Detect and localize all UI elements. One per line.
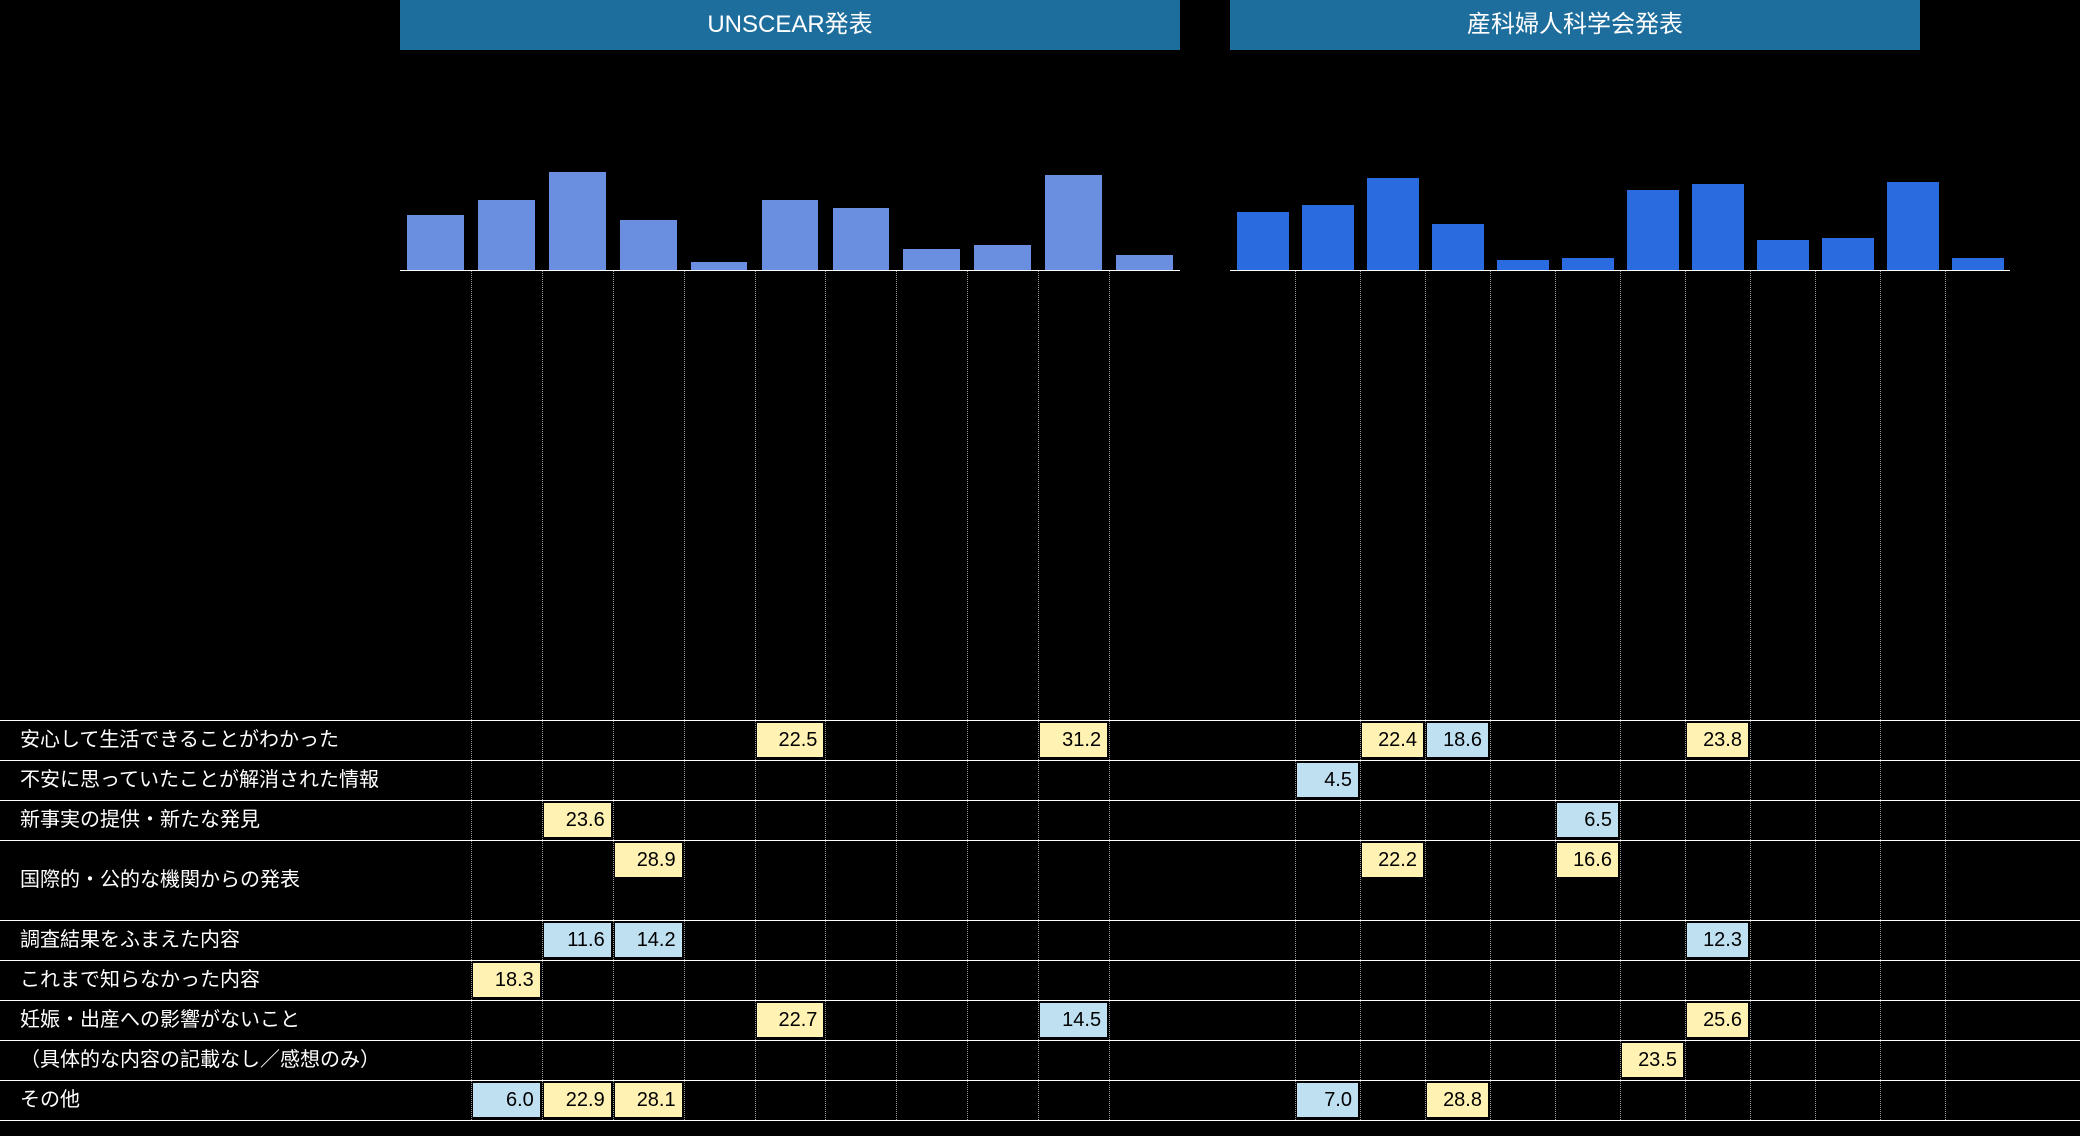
grid-vline — [1360, 270, 1361, 1120]
bar — [1562, 258, 1614, 270]
value-cell: 6.0 — [473, 1083, 540, 1117]
bar — [1952, 258, 2004, 270]
bar — [1237, 212, 1289, 270]
row-label: 安心して生活できることがわかった — [20, 720, 380, 760]
bar — [620, 220, 677, 270]
grid-vline — [967, 270, 968, 1120]
bar — [1432, 224, 1484, 270]
grid-vline — [1490, 270, 1491, 1120]
grid-vline — [1555, 270, 1556, 1120]
grid-vline — [1815, 270, 1816, 1120]
value-cell: 23.5 — [1622, 1043, 1683, 1077]
row-label: 国際的・公的な機関からの発表 — [20, 840, 380, 920]
grid-vline — [1620, 270, 1621, 1120]
bar — [691, 262, 748, 270]
bar — [1757, 240, 1809, 270]
bar — [1116, 255, 1173, 270]
value-cell: 22.7 — [757, 1003, 824, 1037]
value-cell: 14.2 — [615, 923, 682, 957]
bar — [1367, 178, 1419, 270]
row-label: 不安に思っていたことが解消された情報 — [20, 760, 380, 800]
grid-vline — [1038, 270, 1039, 1120]
grid-vline — [825, 270, 826, 1120]
row-label: これまで知らなかった内容 — [20, 960, 380, 1000]
row-label: （具体的な内容の記載なし／感想のみ） — [20, 1040, 380, 1080]
value-cell: 18.6 — [1427, 723, 1488, 757]
panel-right: 22.418.6 23.8 4.5 6.5 22.2 16.6 12.3 25.623.5 7.… — [1230, 70, 2010, 1120]
bar — [1692, 184, 1744, 270]
grid-vline — [613, 270, 614, 1120]
value-cell: 22.4 — [1362, 723, 1423, 757]
value-cell: 11.6 — [544, 923, 611, 957]
value-cell: 7.0 — [1297, 1083, 1358, 1117]
value-cell: 31.2 — [1040, 723, 1107, 757]
row-label: その他 — [20, 1080, 380, 1120]
grid-vline — [1880, 270, 1881, 1120]
value-cell: 25.6 — [1687, 1003, 1748, 1037]
bar — [1497, 260, 1549, 270]
value-cell: 12.3 — [1687, 923, 1748, 957]
chart-canvas: UNSCEAR発表 産科婦人科学会発表 22.5 31.2 23.628.9 11.6… — [0, 0, 2080, 1136]
value-cell: 28.9 — [615, 843, 682, 877]
bar — [1627, 190, 1679, 270]
bar — [1887, 182, 1939, 270]
tab-obgyn: 産科婦人科学会発表 — [1230, 0, 1920, 50]
grid-vline — [1945, 270, 1946, 1120]
bar — [833, 208, 890, 270]
bar — [478, 200, 535, 270]
grid-vline — [542, 270, 543, 1120]
bar — [1302, 205, 1354, 270]
grid-vline — [684, 270, 685, 1120]
bar — [549, 172, 606, 270]
value-cell: 6.5 — [1557, 803, 1618, 837]
bar — [762, 200, 819, 270]
row-label: 調査結果をふまえた内容 — [20, 920, 380, 960]
tab-unscear: UNSCEAR発表 — [400, 0, 1180, 50]
value-cell: 28.8 — [1427, 1083, 1488, 1117]
grid-vline — [471, 270, 472, 1120]
grid-vline — [1685, 270, 1686, 1120]
row-separator — [0, 1120, 2080, 1121]
value-cell: 22.2 — [1362, 843, 1423, 877]
value-cell: 16.6 — [1557, 843, 1618, 877]
grid-vline — [1425, 270, 1426, 1120]
bar — [974, 245, 1031, 270]
grid-vline — [1109, 270, 1110, 1120]
row-label: 新事実の提供・新たな発見 — [20, 800, 380, 840]
value-cell: 22.9 — [544, 1083, 611, 1117]
row-label: 妊娠・出産への影響がないこと — [20, 1000, 380, 1040]
value-cell: 14.5 — [1040, 1003, 1107, 1037]
value-cell: 4.5 — [1297, 763, 1358, 797]
panel-left: 22.531.223.628.911.614.218.322.714.56.02… — [400, 70, 1180, 1120]
value-cell: 18.3 — [473, 963, 540, 997]
value-cell: 23.6 — [544, 803, 611, 837]
grid-vline — [1750, 270, 1751, 1120]
bar — [407, 215, 464, 270]
value-cell: 28.1 — [615, 1083, 682, 1117]
grid-vline — [755, 270, 756, 1120]
grid-vline — [1295, 270, 1296, 1120]
value-cell: 23.8 — [1687, 723, 1748, 757]
grid-vline — [896, 270, 897, 1120]
bar — [903, 249, 960, 270]
value-cell: 22.5 — [757, 723, 824, 757]
bar — [1822, 238, 1874, 270]
bars-baseline — [400, 270, 1180, 271]
bar — [1045, 175, 1102, 270]
